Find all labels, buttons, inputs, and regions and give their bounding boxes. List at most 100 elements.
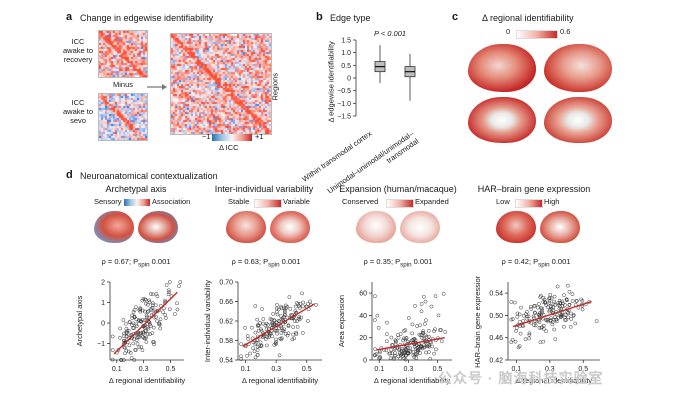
scatter-point [285,304,289,309]
scatter-point [421,329,426,333]
scatter-point [528,304,533,309]
scatter-point [276,319,281,323]
scatter-point [548,318,553,322]
scatter-point [527,336,531,341]
scatter-point [248,351,252,356]
panel-c-cbar-max: 0.6 [560,27,571,36]
scatter-point [538,340,543,345]
scatter-point [397,347,402,352]
scatter-point [122,358,126,362]
scatter-point [135,342,140,346]
scatter-point [533,323,538,328]
matrix-recovery-label: ICC awake to recovery [62,37,94,64]
scatter-point [131,341,136,346]
scatter-point [403,347,408,351]
scatter-point [275,312,280,317]
scatter-point [261,321,265,326]
boxplot-y-tick-label: 0 [347,76,351,83]
scatter-point [151,301,155,306]
scatter-point [557,298,562,303]
scatter-point [510,337,515,342]
brain-medial-right [544,97,612,143]
scatter-point [408,349,413,354]
scatter-point [570,299,575,303]
scatter-point [126,349,131,354]
boxplot-y-tick-label: 1.5 [341,38,351,45]
scatter-point [543,300,547,304]
scatter-point [133,348,138,352]
scatter-point [376,325,381,330]
scatter-point [252,349,257,354]
scatter-point [308,299,312,304]
panel-b-title: Edge type [330,13,371,23]
scatter-point [401,338,405,343]
scatter-point [273,341,278,346]
arrow-icon [147,84,167,90]
scatter-point [144,313,149,318]
scatter-point [521,324,525,328]
scatter-point [300,291,304,296]
scatter-point [132,315,137,319]
scatter-y-tick-label: 20 [359,335,367,342]
scatter-point [410,338,414,343]
scatter-y-tick-label: 0.50 [489,313,503,320]
scatter-point [269,317,274,322]
scatter-point [547,300,552,305]
scatter-y-tick-label: 0.42 [489,358,503,365]
col2-stat-text: ρ = 0.35; P [363,257,401,266]
scatter-y-tick-label: 0.46 [489,335,503,342]
scatter-point [399,351,404,356]
scatter-point [421,331,426,336]
scatter-point [396,335,401,340]
scatter-point [406,339,410,344]
col2-brain-medial [400,211,440,243]
scatter-point [410,322,415,327]
col3-stat-end: 0.001 [549,257,571,266]
scatter-point [433,294,438,299]
scatter-y-tick-label: 2 [101,280,105,287]
col3-stat: ρ = 0.42; Pspin 0.001 [480,257,592,269]
scatter-point [394,339,398,344]
boxplot-y-tick-label: 1.0 [341,50,351,57]
scatter-y-tick-label: −1 [97,341,105,348]
col1-stat: ρ = 0.63; Pspin 0.001 [210,257,322,269]
delta-icc-colorbar [212,134,252,141]
scatter-x-tick-label: 0.3 [545,366,555,373]
scatter-point [556,315,561,320]
scatter-point [274,306,279,311]
scatter-point [143,336,147,341]
panel-a-title: Change in edgewise identifiability [80,13,214,23]
scatter-point [178,280,183,284]
scatter-point [546,319,550,324]
scatter-point [515,315,520,319]
boxplot-y-tick-label: −0.5 [337,88,351,95]
scatter-point [282,312,287,316]
scatter-point [549,296,554,300]
scatter-point [167,290,171,294]
scatter-point [388,356,393,360]
scatter-point [423,344,427,349]
scatter-point [418,351,422,355]
scatter-point [239,354,243,359]
scatter-x-label: Δ regional identifiability [242,376,319,385]
scatter-point [566,315,571,320]
scatter-point [123,345,127,350]
scatter-point [116,348,121,352]
scatter-point [570,292,575,297]
scatter-point [136,335,140,339]
brain-lateral-right [544,44,612,92]
scatter-point [250,325,254,330]
scatter-point [144,335,148,340]
scatter-point [300,331,305,335]
scatter-point [423,322,427,326]
col3-colorbar [515,199,543,208]
scatter-point [151,292,155,297]
scatter-point [556,303,561,307]
scatter-point [434,347,438,352]
scatter-point [424,335,429,339]
scatter-y-tick-label: 0.54 [219,358,233,365]
scatter-point [541,300,546,304]
scatter-point [173,312,177,316]
scatter-point [419,302,424,306]
scatter-point [561,301,565,306]
